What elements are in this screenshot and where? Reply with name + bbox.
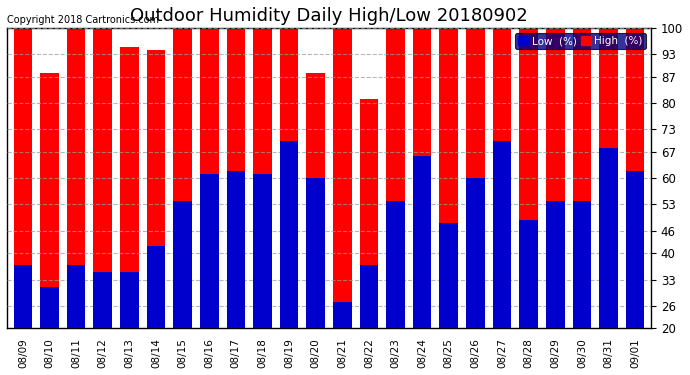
Bar	[306, 178, 325, 375]
Bar	[573, 28, 591, 375]
Bar	[520, 28, 538, 375]
Bar	[279, 28, 298, 375]
Bar	[253, 28, 272, 375]
Bar	[147, 50, 166, 375]
Bar	[413, 156, 431, 375]
Bar	[359, 99, 378, 375]
Bar	[626, 171, 644, 375]
Bar	[14, 28, 32, 375]
Bar	[226, 28, 245, 375]
Bar	[466, 178, 485, 375]
Bar	[120, 46, 139, 375]
Bar	[333, 28, 352, 375]
Bar	[599, 148, 618, 375]
Bar	[147, 246, 166, 375]
Bar	[14, 265, 32, 375]
Bar	[546, 28, 564, 375]
Bar	[333, 302, 352, 375]
Bar	[93, 272, 112, 375]
Bar	[466, 28, 485, 375]
Bar	[546, 201, 564, 375]
Title: Outdoor Humidity Daily High/Low 20180902: Outdoor Humidity Daily High/Low 20180902	[130, 7, 528, 25]
Bar	[413, 28, 431, 375]
Bar	[573, 201, 591, 375]
Bar	[200, 28, 219, 375]
Bar	[93, 28, 112, 375]
Bar	[67, 265, 86, 375]
Bar	[306, 73, 325, 375]
Bar	[40, 287, 59, 375]
Bar	[200, 174, 219, 375]
Bar	[120, 272, 139, 375]
Bar	[386, 201, 405, 375]
Bar	[173, 28, 192, 375]
Bar	[40, 73, 59, 375]
Bar	[359, 265, 378, 375]
Bar	[440, 223, 458, 375]
Bar	[226, 171, 245, 375]
Bar	[493, 28, 511, 375]
Bar	[440, 28, 458, 375]
Legend: Low  (%), High  (%): Low (%), High (%)	[515, 33, 646, 50]
Bar	[279, 141, 298, 375]
Text: Copyright 2018 Cartronics.com: Copyright 2018 Cartronics.com	[7, 15, 159, 25]
Bar	[626, 28, 644, 375]
Bar	[67, 28, 86, 375]
Bar	[253, 174, 272, 375]
Bar	[493, 141, 511, 375]
Bar	[173, 201, 192, 375]
Bar	[599, 28, 618, 375]
Bar	[386, 28, 405, 375]
Bar	[520, 219, 538, 375]
